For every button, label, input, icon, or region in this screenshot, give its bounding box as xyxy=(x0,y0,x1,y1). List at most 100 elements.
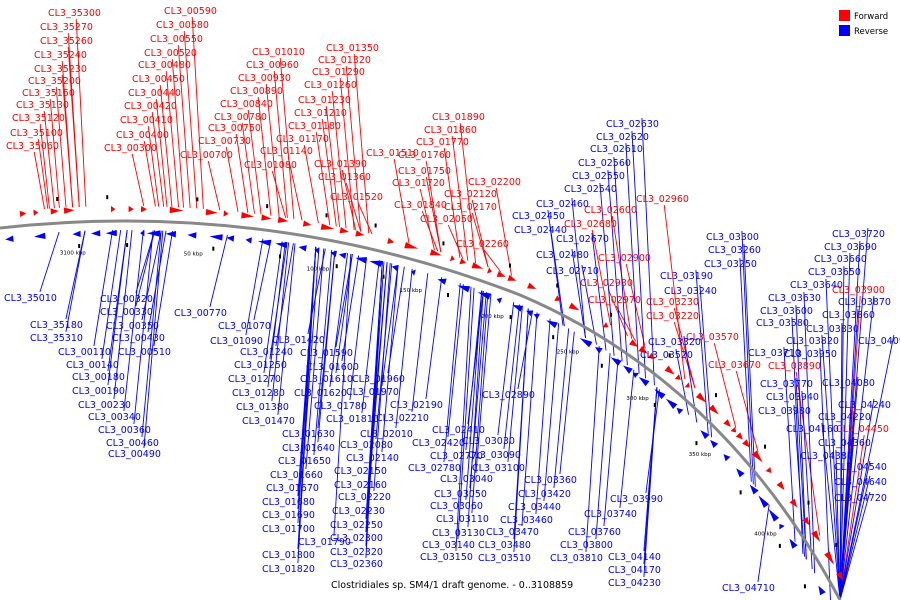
reverse-leader-line xyxy=(65,230,86,320)
scale-ticks: 50 kbp 100 kbp 150 kbp 200 kbp 250 kbp 300 kb… xyxy=(56,195,838,589)
reverse-leader-line xyxy=(791,316,804,554)
forward-gene-arrow xyxy=(664,365,675,375)
forward-leader-line xyxy=(177,44,191,209)
reverse-leader-line xyxy=(471,292,489,514)
reverse-gene-label: CL3_03360 xyxy=(524,475,577,486)
forward-gene-label: CL3_00780 xyxy=(214,112,267,123)
reverse-gene-arrow xyxy=(638,377,650,387)
forward-leader-line xyxy=(151,111,165,207)
reverse-leader-line xyxy=(599,182,615,356)
forward-gene-label: CL3_01320 xyxy=(318,55,371,66)
reverse-gene-label: CL3_03090 xyxy=(468,450,521,461)
reverse-leader-line xyxy=(503,304,520,450)
forward-gene-arrow xyxy=(723,419,731,427)
forward-gene-label: CL3_00700 xyxy=(180,150,233,161)
reverse-leader-line xyxy=(521,312,538,527)
reverse-gene-arrow xyxy=(187,232,197,239)
reverse-gene-label: CL3_02480 xyxy=(536,250,589,261)
forward-gene-label: CL3_00930 xyxy=(238,73,291,84)
forward-gene-arrow xyxy=(629,339,639,347)
reverse-gene-label: CL3_02210 xyxy=(376,413,429,424)
forward-leader-line xyxy=(287,156,303,221)
feature-tick xyxy=(56,197,59,202)
forward-gene-label: CL3_01840 xyxy=(394,200,447,211)
reverse-gene-label: CL3_00230 xyxy=(78,400,131,411)
reverse-leader-line xyxy=(699,284,713,438)
forward-gene-label: CL3_01520 xyxy=(330,192,383,203)
reverse-gene-label: CL3_00110 xyxy=(58,347,111,358)
reverse-gene-label: CL3_03630 xyxy=(768,293,821,304)
forward-gene-label: CL3_00440 xyxy=(128,88,181,99)
reverse-leader-line xyxy=(411,273,429,413)
forward-leader-line xyxy=(131,153,145,207)
reverse-leader-line xyxy=(571,248,586,339)
reverse-gene-label: CL3_03320 xyxy=(648,337,701,348)
reverse-gene-arrow xyxy=(654,389,666,400)
reverse-gene-label: CL3_02780 xyxy=(408,463,461,474)
reverse-gene-arrow xyxy=(91,230,101,237)
reverse-gene-label: CL3_00430 xyxy=(112,333,165,344)
reverse-gene-label: CL3_02670 xyxy=(556,234,609,245)
reverse-leader-line xyxy=(513,308,529,553)
reverse-leader-line xyxy=(101,229,122,360)
forward-gene-arrow xyxy=(730,426,737,433)
reverse-gene-arrow xyxy=(768,508,780,522)
forward-gene-label: CL3_35060 xyxy=(6,141,59,152)
forward-gene-arrow xyxy=(751,450,763,463)
feature-tick xyxy=(442,241,445,246)
forward-leader-line xyxy=(247,109,262,215)
reverse-leader-line xyxy=(425,277,443,400)
feature-tick xyxy=(609,312,612,317)
forward-leader-line xyxy=(257,96,272,216)
forward-gene-label: CL3_00420 xyxy=(124,101,177,112)
reverse-gene-label: CL3_03710 xyxy=(748,348,801,359)
reverse-gene-arrow xyxy=(758,495,769,508)
forward-gene-arrow xyxy=(568,302,580,311)
forward-gene-label: CL3_03570 xyxy=(686,332,739,343)
forward-leader-line xyxy=(49,98,60,208)
reverse-leader-line xyxy=(741,230,754,485)
feature-tick xyxy=(509,315,512,320)
reverse-gene-label: CL3_01590 xyxy=(300,348,353,359)
reverse-gene-label: CL3_04380 xyxy=(800,451,853,462)
reverse-leader-line xyxy=(263,241,283,374)
reverse-leader-line xyxy=(507,305,523,463)
forward-gene-label: CL3_02120 xyxy=(444,189,497,200)
reverse-leader-line xyxy=(839,308,859,600)
reverse-gene-label: CL3_00330 xyxy=(100,307,153,318)
reverse-gene-arrow xyxy=(477,292,491,300)
scale-label: 50 kbp xyxy=(184,251,203,257)
forward-gene-label: CL3_00410 xyxy=(120,115,173,126)
forward-gene-label: CL3_35240 xyxy=(34,50,87,61)
forward-gene-arrow xyxy=(789,498,798,508)
reverse-gene-arrow xyxy=(391,264,399,272)
reverse-gene-label: CL3_00350 xyxy=(106,321,159,332)
reverse-gene-label: CL3_03510 xyxy=(478,553,531,564)
reverse-leader-line xyxy=(457,287,475,540)
reverse-leader-line xyxy=(297,246,317,564)
forward-gene-label: CL3_03900 xyxy=(832,285,885,296)
forward-gene-arrow xyxy=(487,267,492,274)
reverse-gene-label: CL3_02770 xyxy=(430,451,483,462)
reverse-leader-line xyxy=(245,238,264,336)
forward-leader-line xyxy=(183,30,198,209)
forward-gene-arrow xyxy=(449,255,455,262)
reverse-gene-arrow xyxy=(245,237,252,244)
reverse-gene-label: CL3_03950 xyxy=(784,349,837,360)
feature-tick xyxy=(335,264,338,269)
reverse-gene-arrow xyxy=(314,247,320,254)
reverse-leader-line xyxy=(675,348,690,415)
forward-gene-label: CL3_01760 xyxy=(398,150,451,161)
reverse-leader-line xyxy=(365,260,383,559)
forward-gene-label: CL3_35300 xyxy=(48,8,101,19)
forward-gene-label: CL3_00550 xyxy=(150,34,203,45)
reverse-leader-line xyxy=(793,404,806,557)
reverse-leader-line xyxy=(625,142,640,374)
forward-leader-line xyxy=(471,199,489,268)
forward-gene-label: CL3_01390 xyxy=(314,159,367,170)
reverse-leader-line xyxy=(107,229,128,386)
map-caption: Clostridiales sp. SM4/1 draft genome. - … xyxy=(331,580,573,591)
reverse-leader-line xyxy=(305,248,325,470)
forward-leader-line xyxy=(625,263,646,349)
reverse-gene-label: CL3_03460 xyxy=(500,515,553,526)
